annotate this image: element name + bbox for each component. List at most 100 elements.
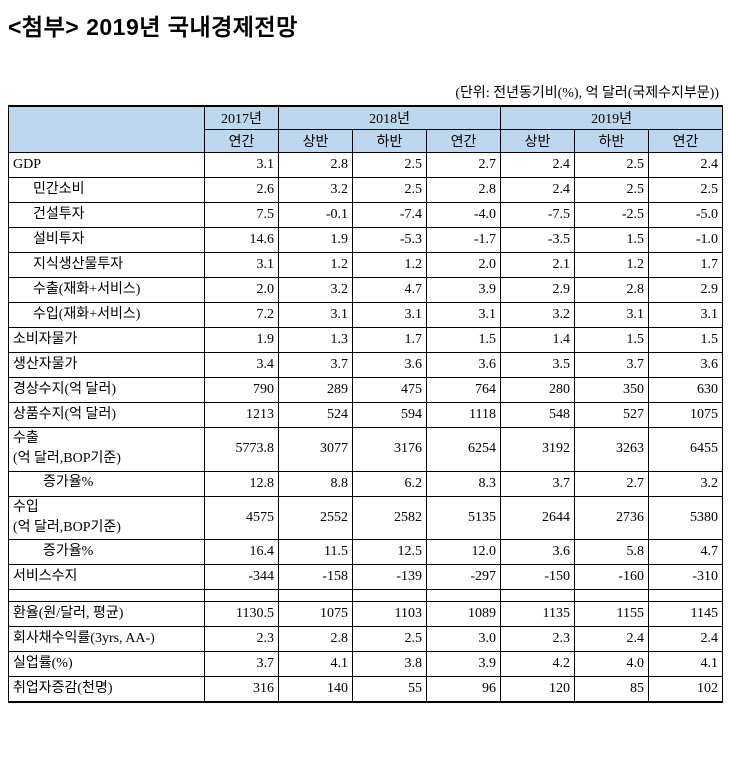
value-cell: 3.7 [574,352,650,378]
value-cell: 3176 [352,427,427,472]
value-cell: 1.7 [648,252,724,278]
value-cell: 1145 [648,601,724,628]
period-header: 연간 [204,129,279,153]
value-cell: 4.0 [574,651,650,678]
row-label: 회사채수익률(3yrs, AA-) [8,626,205,653]
value-cell: 2.4 [500,152,576,178]
row-label: 경상수지(억 달러) [8,377,205,403]
value-cell: -7.4 [352,202,427,228]
value-cell [278,589,353,603]
table-row: 경상수지(억 달러) 790 289 475 764 280 350 630 [8,377,724,403]
period-header: 상반 [278,129,353,153]
value-cell: 2.7 [574,470,650,497]
value-cell: 2.5 [574,177,650,203]
value-cell: 2.4 [648,152,724,178]
value-cell: 3.6 [648,352,724,378]
value-cell: 2644 [500,495,576,541]
value-cell: 3.1 [648,302,724,328]
value-cell: 3077 [278,427,353,472]
value-cell: 1.2 [352,252,427,278]
value-cell: 140 [278,676,353,703]
value-cell: -139 [352,564,427,591]
value-cell: 475 [352,377,427,403]
value-cell: 630 [648,377,724,403]
value-cell: 1.3 [278,327,353,353]
value-cell: 2.7 [425,152,502,178]
value-cell: 3.9 [425,277,502,303]
value-cell: -1.0 [648,227,724,253]
value-cell: 5135 [425,495,502,541]
value-cell: 2582 [352,495,427,541]
value-cell [425,589,502,603]
value-cell: 764 [425,377,502,403]
spacer-row [8,589,724,603]
value-cell: 2.0 [204,277,279,303]
value-cell: 6455 [648,427,724,472]
year-group-header: 2019년 [500,105,724,130]
value-cell: 3192 [500,427,576,472]
value-cell: 3.8 [352,651,427,678]
value-cell: 1075 [648,402,724,428]
table-row: 증가율% 16.4 11.5 12.5 12.0 3.6 5.8 4.7 [8,539,724,566]
table-row: 소비자물가 1.9 1.3 1.7 1.5 1.4 1.5 1.5 [8,327,724,353]
table-row: 지식생산물투자 3.1 1.2 1.2 2.0 2.1 1.2 1.7 [8,252,724,278]
value-cell: 1130.5 [204,601,279,628]
value-cell: 4.1 [648,651,724,678]
value-cell: 3.1 [425,302,502,328]
value-cell: 3.6 [500,539,576,566]
value-cell: -7.5 [500,202,576,228]
value-cell: 2.4 [574,626,650,653]
value-cell: 1.5 [425,327,502,353]
value-cell: -5.0 [648,202,724,228]
corner-cell [8,105,205,153]
row-label: 생산자물가 [8,352,205,378]
value-cell: -1.7 [425,227,502,253]
value-cell: 4.7 [648,539,724,566]
row-label: 증가율% [8,539,205,566]
value-cell: 1135 [500,601,576,628]
period-header: 상반 [500,129,576,153]
value-cell: 2.5 [352,626,427,653]
period-header: 하반 [574,129,650,153]
row-label: 지식생산물투자 [8,252,205,278]
value-cell: 6254 [425,427,502,472]
row-label: 증가율% [8,470,205,497]
value-cell: 3.7 [500,470,576,497]
value-cell: 1.5 [574,227,650,253]
value-cell: 2.6 [204,177,279,203]
row-label: 환율(원/달러, 평균) [8,601,205,628]
value-cell: 2.4 [500,177,576,203]
table-row: 서비스수지 -344 -158 -139 -297 -150 -160 -310 [8,564,724,591]
economic-forecast-table: 2017년 2018년 2019년 연간 상반 하반 연간 상반 하반 연간 GDP 3.1 2.8 2… [8,105,724,703]
value-cell: 3.0 [425,626,502,653]
value-cell: 4575 [204,495,279,541]
row-label [8,589,205,603]
value-cell: 5.8 [574,539,650,566]
value-cell: 2736 [574,495,650,541]
value-cell: 3.1 [352,302,427,328]
value-cell: 5773.8 [204,427,279,472]
value-cell: 3.1 [204,252,279,278]
value-cell: 2.5 [574,152,650,178]
value-cell: 2.1 [500,252,576,278]
value-cell: -344 [204,564,279,591]
period-header: 연간 [425,129,502,153]
value-cell: 120 [500,676,576,703]
row-label: 민간소비 [8,177,205,203]
value-cell: -150 [500,564,576,591]
value-cell: -158 [278,564,353,591]
value-cell: 3.2 [648,470,724,497]
value-cell: -0.1 [278,202,353,228]
value-cell: 85 [574,676,650,703]
value-cell: 790 [204,377,279,403]
value-cell: 2.3 [500,626,576,653]
value-cell: 1155 [574,601,650,628]
value-cell: 3.9 [425,651,502,678]
value-cell: 3.1 [278,302,353,328]
table-row: GDP 3.1 2.8 2.5 2.7 2.4 2.5 2.4 [8,152,724,178]
value-cell: 7.2 [204,302,279,328]
value-cell: 2.8 [278,626,353,653]
row-label: 수입(재화+서비스) [8,302,205,328]
value-cell: -297 [425,564,502,591]
